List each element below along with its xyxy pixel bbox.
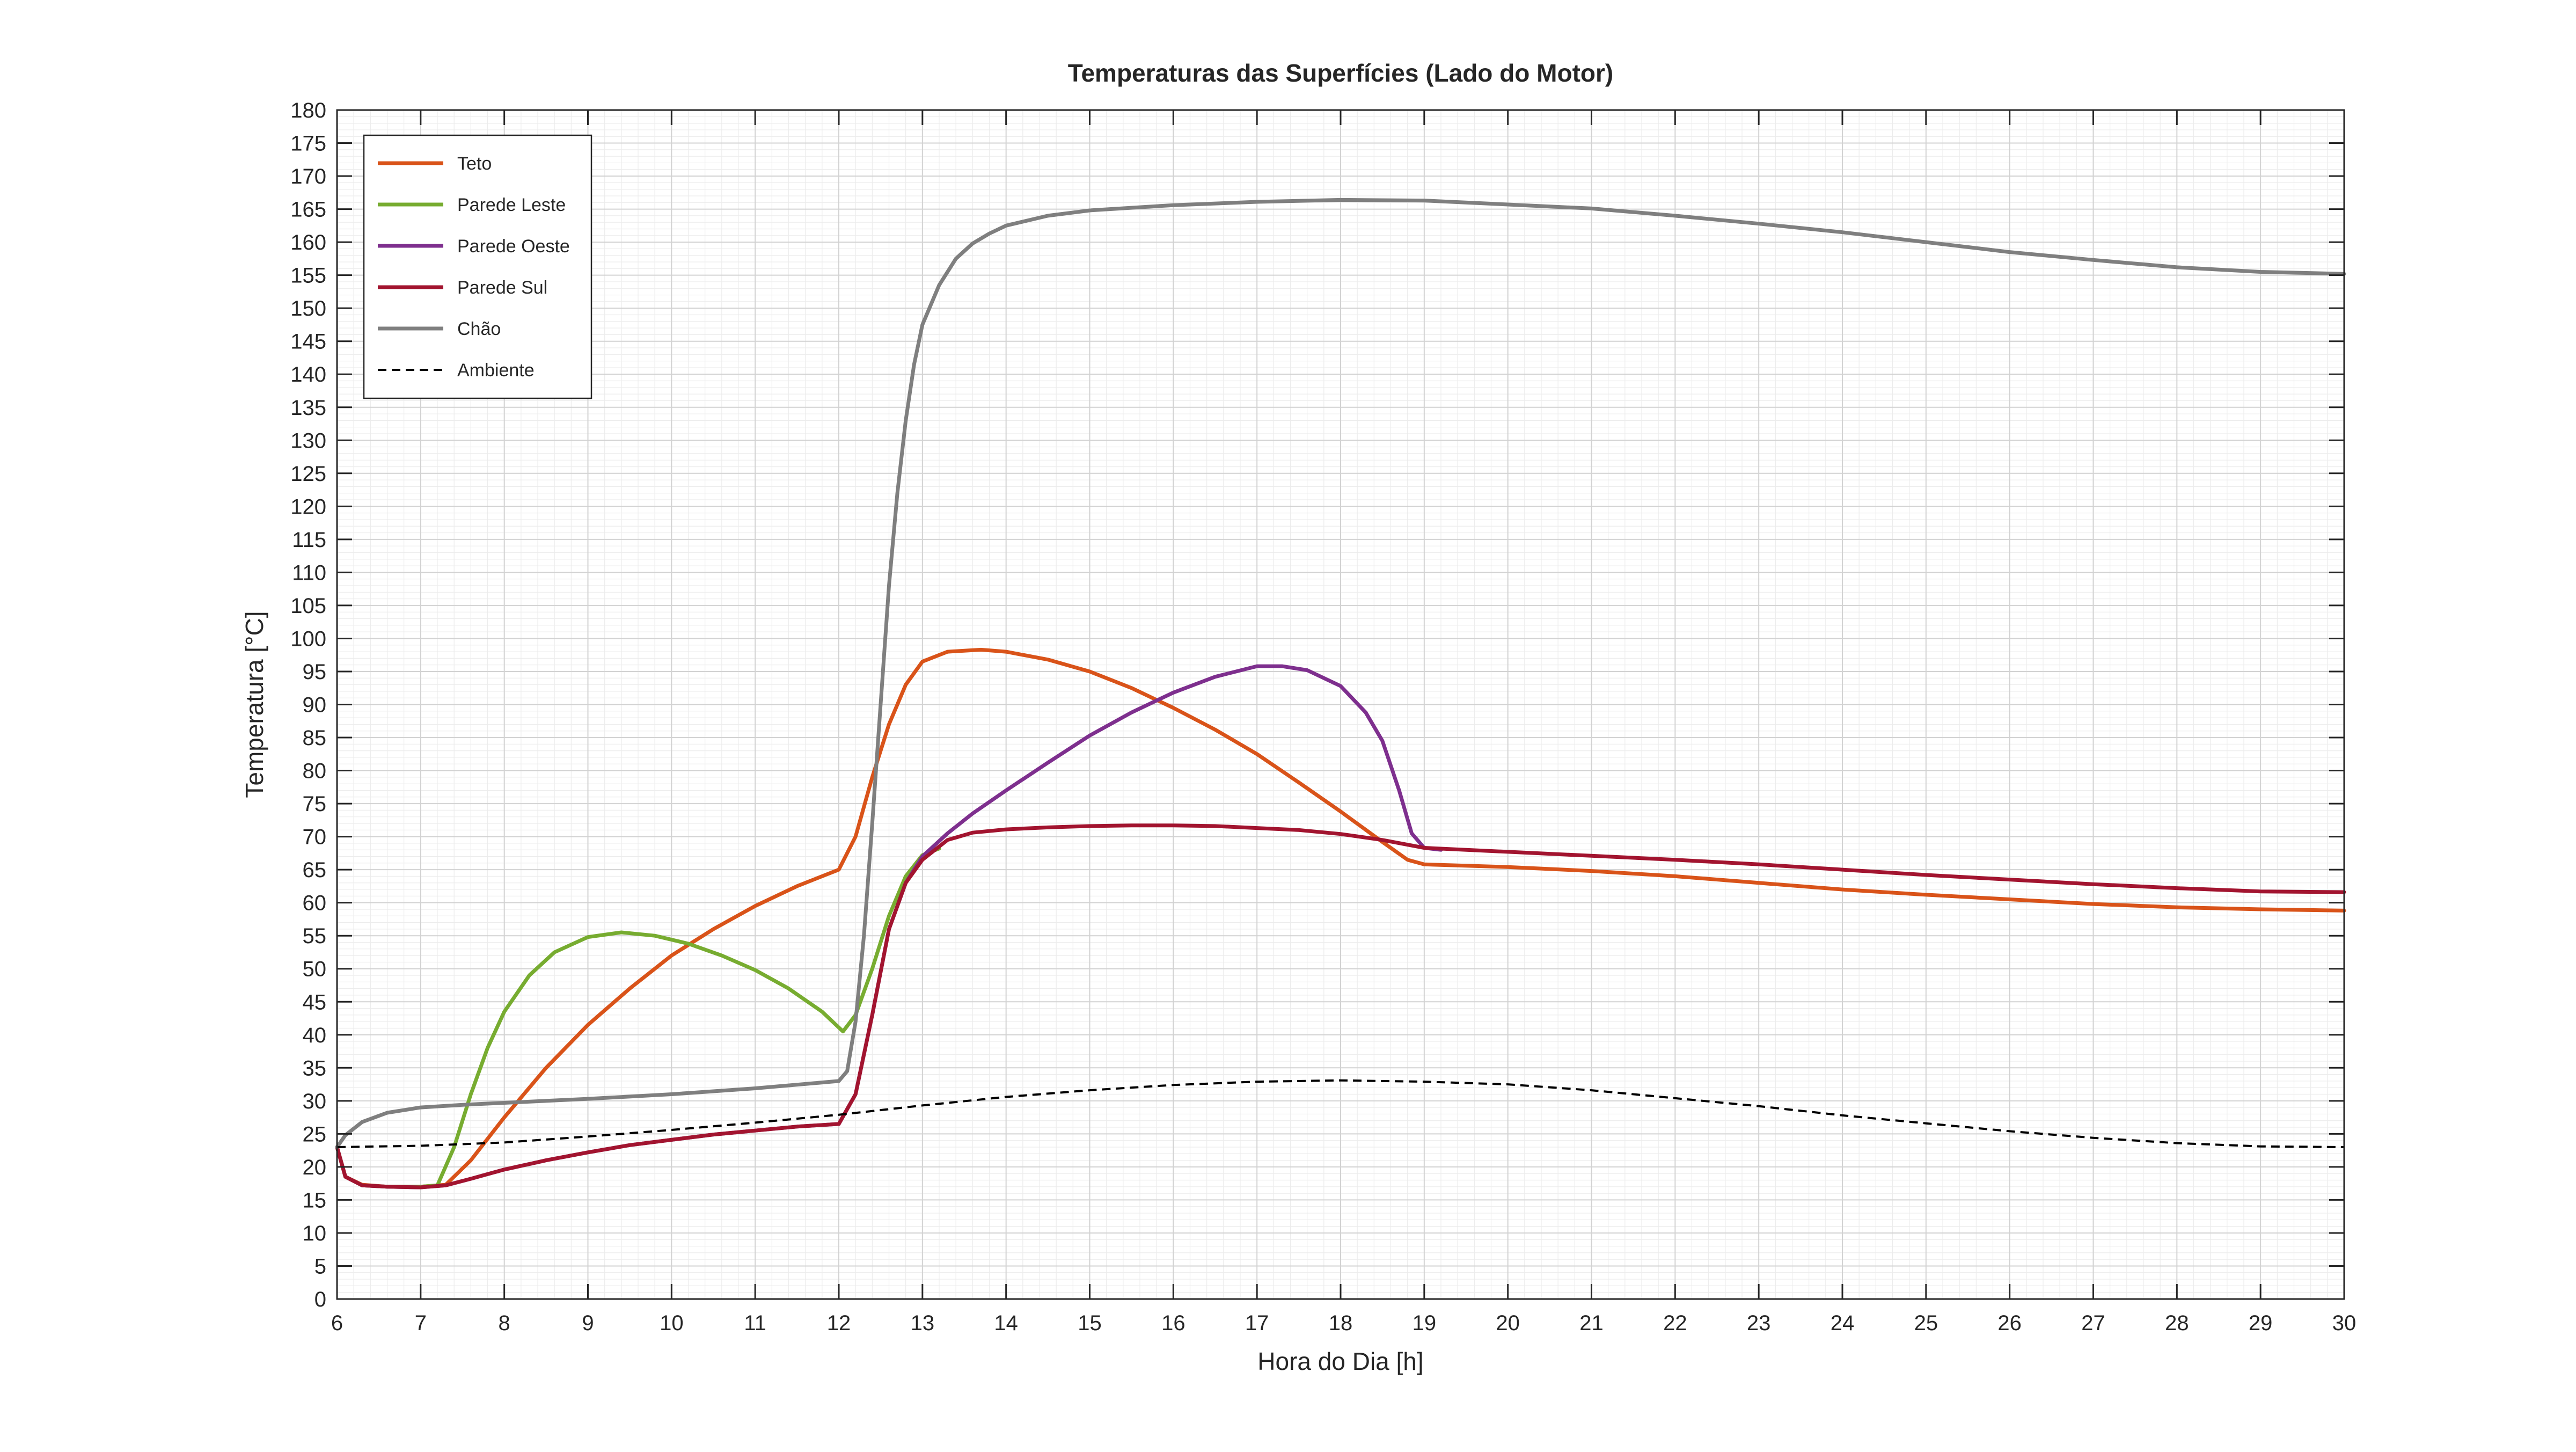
x-tick-label: 22 — [1663, 1311, 1687, 1335]
x-tick-label: 14 — [994, 1311, 1018, 1335]
y-tick-label: 20 — [303, 1156, 327, 1179]
x-tick-label: 26 — [1997, 1311, 2022, 1335]
legend-box — [363, 134, 592, 399]
y-tick-label: 110 — [292, 561, 326, 585]
y-tick-label: 65 — [303, 858, 327, 882]
y-tick-label: 85 — [303, 726, 327, 750]
y-tick-label: 160 — [290, 231, 326, 254]
y-tick-label: 80 — [303, 760, 327, 783]
legend-label-1: Teto — [457, 154, 492, 174]
y-tick-label: 155 — [290, 264, 326, 288]
x-tick-label: 24 — [1831, 1311, 1855, 1335]
y-tick-label: 105 — [290, 594, 326, 618]
y-tick-label: 150 — [290, 297, 326, 320]
series-layer — [335, 198, 2346, 1190]
x-tick-label: 20 — [1496, 1311, 1520, 1335]
x-tick-label: 11 — [744, 1311, 766, 1335]
y-tick-label: 30 — [303, 1090, 327, 1113]
legend-label-3: Parede Oeste — [457, 236, 570, 257]
x-axis-label: Hora do Dia [h] — [1257, 1347, 1423, 1375]
chart-title: Temperaturas das Superfícies (Lado do Mo… — [1068, 59, 1613, 87]
y-tick-label: 10 — [303, 1222, 327, 1245]
y-tick-label: 145 — [290, 330, 326, 354]
y-tick-label: 170 — [290, 165, 326, 188]
y-tick-label: 60 — [303, 892, 327, 915]
x-tick-label: 9 — [582, 1311, 594, 1335]
y-tick-label: 180 — [290, 99, 326, 122]
y-tick-label: 100 — [290, 627, 326, 651]
y-tick-label: 175 — [290, 132, 326, 156]
x-tick-label: 19 — [1413, 1311, 1437, 1335]
y-axis-label: Temperatura [°C] — [240, 611, 268, 798]
x-tick-label: 17 — [1245, 1311, 1269, 1335]
x-tick-label: 10 — [660, 1311, 684, 1335]
x-tick-label: 27 — [2081, 1311, 2105, 1335]
legend-label-5: Chão — [457, 319, 501, 339]
series-line-1 — [335, 647, 2346, 1189]
series-line-4 — [335, 823, 2346, 1190]
y-tick-label: 70 — [303, 826, 327, 849]
x-tick-label: 12 — [827, 1311, 851, 1335]
y-tick-label: 165 — [290, 198, 326, 222]
y-tick-label: 75 — [303, 792, 327, 816]
x-tick-label: 30 — [2332, 1311, 2357, 1335]
y-tick-label: 0 — [314, 1288, 326, 1311]
y-tick-label: 50 — [303, 958, 327, 981]
x-tick-label: 6 — [331, 1311, 343, 1335]
ticks-layer — [336, 109, 2345, 1300]
y-tick-label: 5 — [314, 1254, 326, 1278]
legend-label-2: Parede Leste — [457, 195, 566, 215]
y-tick-label: 140 — [290, 363, 326, 386]
y-tick-label: 35 — [303, 1056, 327, 1080]
legend-label-6: Ambiente — [457, 360, 535, 381]
y-tick-label: 120 — [290, 495, 326, 519]
series-line-5 — [335, 198, 2346, 1149]
y-tick-label: 130 — [290, 429, 326, 453]
legend-label-4: Parede Sul — [457, 278, 547, 298]
y-tick-label: 45 — [303, 990, 327, 1014]
y-tick-label: 125 — [290, 462, 326, 486]
y-tick-label: 55 — [303, 924, 327, 948]
y-tick-label: 90 — [303, 694, 327, 717]
x-tick-label: 28 — [2165, 1311, 2189, 1335]
tick-labels: 6 7 8 9 10 11 12 13 14 15 16 17 18 19 20 21 22 23 24 25 26 27… — [290, 99, 2356, 1335]
y-tick-label: 135 — [290, 396, 326, 420]
series-line-6 — [336, 1079, 2345, 1148]
y-tick-label: 115 — [292, 528, 326, 552]
major-grid — [336, 110, 2345, 1300]
y-tick-label: 15 — [303, 1188, 327, 1212]
x-tick-label: 18 — [1329, 1311, 1353, 1335]
y-tick-label: 40 — [303, 1024, 327, 1047]
y-tick-label: 95 — [303, 660, 327, 684]
x-tick-label: 8 — [499, 1311, 510, 1335]
y-tick-label: 25 — [303, 1122, 327, 1146]
x-tick-label: 29 — [2249, 1311, 2273, 1335]
legend: Teto Parede Leste Parede Oeste Parede Sul Ch… — [363, 134, 592, 399]
x-tick-label: 23 — [1747, 1311, 1771, 1335]
x-tick-label: 13 — [911, 1311, 935, 1335]
x-tick-label: 25 — [1914, 1311, 1938, 1335]
x-tick-label: 16 — [1161, 1311, 1185, 1335]
x-tick-label: 21 — [1579, 1311, 1604, 1335]
x-tick-label: 7 — [415, 1311, 427, 1335]
x-tick-label: 15 — [1078, 1311, 1102, 1335]
